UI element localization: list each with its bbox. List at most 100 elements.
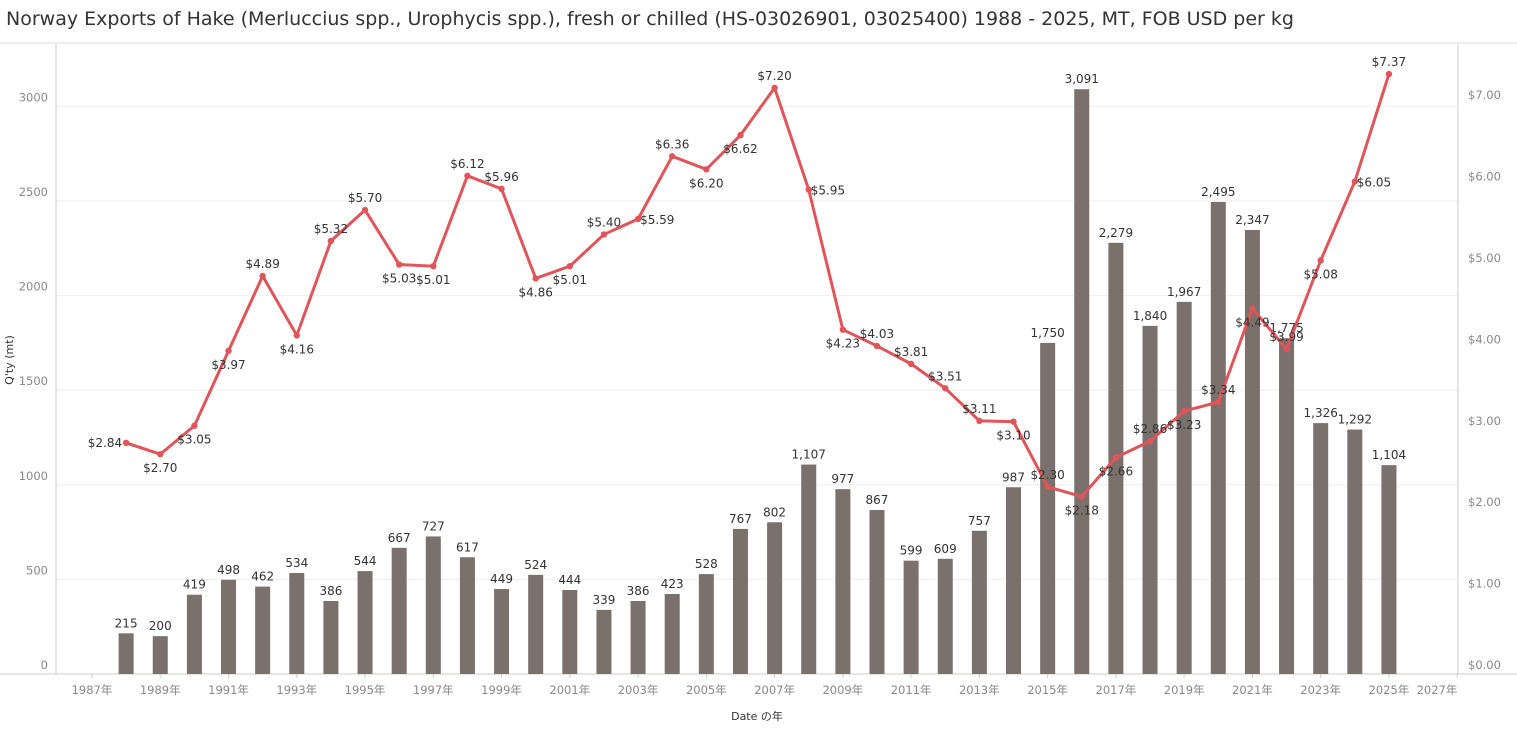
price-point (1215, 398, 1222, 406)
bar (835, 489, 851, 674)
bar-data-label: 1,840 (1133, 309, 1167, 323)
price-point (1249, 305, 1256, 312)
y-left-tick-label: 0 (41, 658, 48, 672)
price-data-label: $7.37 (1372, 55, 1406, 69)
bar-data-label: 2,495 (1201, 185, 1235, 199)
price-data-label: $3.51 (928, 369, 962, 383)
x-tick-label: 2019年 (1164, 683, 1205, 697)
price-data-label: $4.89 (245, 257, 279, 271)
price-data-label: $3.34 (1201, 383, 1235, 397)
bar (1347, 429, 1363, 674)
bar (118, 633, 134, 674)
bar-data-label: 599 (900, 544, 923, 558)
price-data-label: $2.70 (143, 461, 177, 475)
price-point (1283, 346, 1290, 353)
price-point (873, 342, 881, 350)
bar (289, 572, 305, 674)
bar (494, 589, 510, 674)
x-tick-label: 2017年 (1096, 683, 1137, 697)
y-right-tick-label: $4.00 (1468, 332, 1501, 346)
price-data-label: $5.95 (811, 184, 845, 198)
price-data-label: $4.49 (1235, 316, 1269, 330)
price-data-label: $2.18 (1065, 504, 1099, 518)
price-point (1351, 178, 1359, 185)
bar-data-label: 462 (251, 570, 274, 584)
bar-data-label: 1,292 (1338, 413, 1372, 427)
bar (1006, 487, 1022, 674)
price-data-label: $5.08 (1304, 267, 1338, 281)
price-data-label: $6.62 (723, 142, 757, 156)
price-data-label: $3.81 (894, 345, 928, 359)
y-right-tick-label: $0.00 (1468, 658, 1501, 672)
price-data-label: $6.05 (1357, 176, 1391, 190)
y-left-tick-label: 500 (26, 563, 48, 577)
bar-data-label: 757 (968, 514, 991, 528)
bar (391, 547, 407, 674)
bar (698, 574, 714, 674)
price-data-label: $2.30 (1030, 468, 1064, 482)
bar-data-label: 498 (217, 563, 240, 577)
price-data-label: $5.96 (484, 170, 518, 184)
bar-data-label: 200 (149, 619, 172, 633)
bar (528, 574, 544, 674)
price-point (293, 332, 300, 339)
x-tick-label: 1995年 (345, 683, 386, 697)
y-axis-title: Q'ty (mt) (3, 335, 16, 385)
bar (869, 509, 885, 674)
bar (425, 536, 441, 674)
bar (1040, 342, 1056, 674)
x-tick-label: 2027年 (1417, 683, 1458, 697)
bar-data-label: 544 (354, 554, 377, 568)
y-left-tick-label: 2000 (19, 280, 48, 294)
price-data-label: $4.16 (280, 342, 314, 356)
x-tick-label: 2015年 (1027, 683, 1068, 697)
bar-data-label: 802 (763, 505, 786, 519)
price-data-label: $3.11 (962, 402, 996, 416)
price-data-label: $6.36 (655, 137, 689, 151)
bar (903, 560, 919, 674)
bar-data-label: 609 (934, 542, 957, 556)
bar (562, 590, 578, 674)
price-point (1044, 483, 1051, 490)
price-data-label: $4.23 (826, 337, 860, 351)
price-point (361, 206, 369, 214)
bar (357, 571, 373, 674)
chart-title: Norway Exports of Hake (Merluccius spp.,… (6, 8, 1294, 30)
y-right-tick-label: $7.00 (1468, 88, 1501, 102)
bar-data-label: 528 (695, 557, 718, 571)
bar (801, 464, 817, 674)
price-point (1146, 437, 1154, 445)
price-point (669, 153, 676, 160)
price-data-label: $6.20 (689, 176, 723, 190)
x-tick-label: 2011年 (891, 683, 932, 697)
price-point (464, 172, 471, 180)
price-point (122, 439, 130, 447)
bar-data-label: 386 (627, 584, 650, 598)
price-point (191, 422, 198, 429)
price-data-label: $2.84 (88, 436, 122, 450)
bar (732, 528, 748, 674)
y-right-tick-label: $2.00 (1468, 495, 1501, 509)
price-data-label: $4.86 (519, 285, 553, 299)
price-point (771, 84, 778, 92)
price-data-label: $2.66 (1099, 464, 1133, 478)
price-point (157, 451, 164, 458)
bar (1381, 465, 1397, 674)
bar-data-label: 1,750 (1030, 326, 1064, 340)
price-point (532, 275, 539, 282)
x-tick-label: 1997年 (413, 683, 454, 697)
bar-data-label: 3,091 (1065, 72, 1099, 86)
price-point (600, 231, 608, 238)
price-point (566, 262, 574, 270)
price-data-label: $3.99 (1269, 330, 1303, 344)
bar-data-label: 444 (558, 573, 581, 587)
bar-data-label: 534 (285, 556, 308, 570)
bar-data-label: 449 (490, 572, 513, 586)
x-tick-label: 2007年 (754, 683, 795, 697)
price-data-label: $4.03 (860, 327, 894, 341)
y-right-tick-label: $1.00 (1468, 577, 1501, 591)
bar (1210, 201, 1226, 675)
bar-data-label: 617 (456, 540, 479, 554)
price-point (737, 131, 744, 139)
price-line (125, 73, 1391, 499)
